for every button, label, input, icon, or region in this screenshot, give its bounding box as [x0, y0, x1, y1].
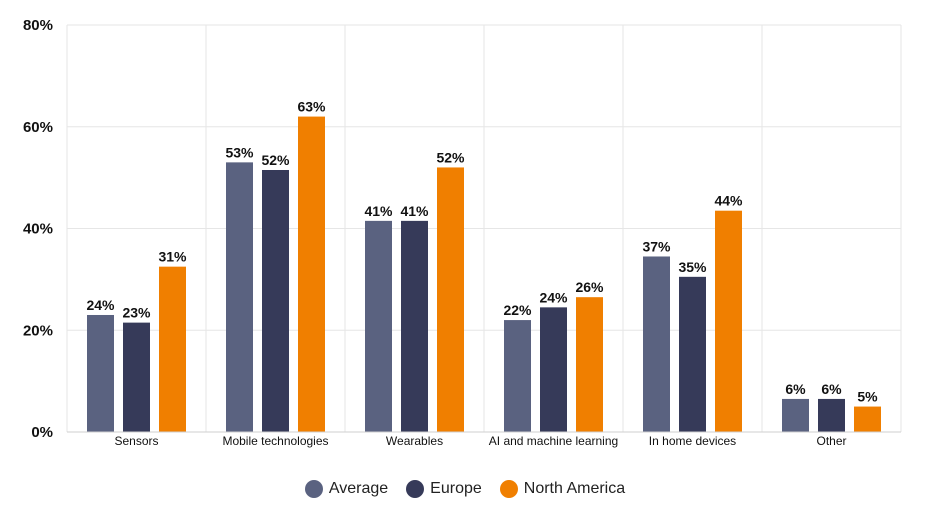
- y-tick-label-20: 20%: [23, 322, 53, 339]
- data-label-other-north-america: 5%: [857, 389, 878, 405]
- grid: [66, 24, 902, 433]
- data-label-wearables-average: 41%: [364, 203, 393, 219]
- bar-in-home-devices-north-america[interactable]: [715, 210, 742, 432]
- data-label-other-average: 6%: [785, 381, 806, 397]
- data-label-wearables-north-america: 52%: [436, 149, 465, 165]
- x-axis: Sensors Mobile technologies Wearables AI an…: [67, 431, 901, 448]
- data-label-sensors-average: 24%: [86, 297, 115, 313]
- bar-in-home-devices-europe[interactable]: [679, 276, 706, 432]
- data-label-mobile-technologies-europe: 52%: [261, 152, 290, 168]
- legend-swatch-north-america: [499, 480, 518, 498]
- x-tick-label-mobile-technologies: Mobile technologies: [222, 434, 328, 448]
- bar-mobile-technologies-europe[interactable]: [262, 169, 289, 432]
- legend-label-europe: Europe: [430, 480, 482, 497]
- data-label-sensors-europe: 23%: [122, 305, 151, 321]
- data-label-in-home-devices-average: 37%: [642, 238, 671, 254]
- bar-in-home-devices-average[interactable]: [643, 256, 670, 432]
- bar-wearables-europe[interactable]: [401, 220, 428, 432]
- bar-mobile-technologies-average[interactable]: [226, 162, 253, 433]
- data-label-mobile-technologies-north-america: 63%: [297, 99, 326, 115]
- x-tick-label-wearables: Wearables: [386, 434, 443, 448]
- bar-other-average[interactable]: [782, 398, 809, 432]
- data-label-other-europe: 6%: [821, 381, 842, 397]
- legend: Average Europe North America: [0, 476, 930, 502]
- data-label-wearables-europe: 41%: [400, 203, 429, 219]
- legend-swatch-average: [304, 480, 323, 498]
- y-tick-label-80: 80%: [23, 17, 53, 34]
- data-label-ai-and-machine-learning-average: 22%: [503, 302, 532, 318]
- data-labels: 24% 23% 31% 53% 52% 63% 41% 41% 52% 22% 24% 26% 37% 3…: [86, 99, 878, 405]
- bar-wearables-north-america[interactable]: [437, 167, 464, 432]
- bar-sensors-north-america[interactable]: [159, 266, 186, 432]
- legend-label-north-america: North America: [523, 480, 626, 497]
- x-tick-label-other: Other: [816, 434, 846, 448]
- bar-ai-and-machine-learning-average[interactable]: [504, 320, 531, 432]
- data-label-in-home-devices-europe: 35%: [678, 259, 707, 275]
- x-tick-label-ai-and-machine-learning: AI and machine learning: [489, 434, 618, 448]
- legend-swatch-europe: [406, 480, 425, 498]
- y-tick-label-0: 0%: [31, 424, 53, 441]
- legend-item-north-america[interactable]: North America: [499, 480, 626, 498]
- y-tick-label-40: 40%: [23, 221, 53, 238]
- legend-item-average[interactable]: Average: [304, 480, 389, 498]
- bar-other-north-america[interactable]: [854, 406, 881, 432]
- bar-sensors-average[interactable]: [87, 314, 114, 432]
- legend-item-europe[interactable]: Europe: [406, 480, 482, 498]
- y-axis: 0% 20% 40% 60% 80%: [23, 17, 53, 441]
- bars: [87, 116, 881, 433]
- data-label-ai-and-machine-learning-north-america: 26%: [575, 279, 604, 295]
- y-tick-label-60: 60%: [23, 119, 53, 136]
- data-label-mobile-technologies-average: 53%: [225, 144, 254, 160]
- data-label-in-home-devices-north-america: 44%: [714, 193, 743, 209]
- x-tick-label-in-home-devices: In home devices: [649, 434, 736, 448]
- bar-wearables-average[interactable]: [365, 220, 392, 432]
- legend-label-average: Average: [328, 480, 389, 497]
- data-label-sensors-north-america: 31%: [158, 249, 187, 265]
- bar-sensors-europe[interactable]: [123, 322, 150, 432]
- data-label-ai-and-machine-learning-europe: 24%: [539, 289, 568, 305]
- bar-ai-and-machine-learning-europe[interactable]: [540, 307, 567, 432]
- bar-ai-and-machine-learning-north-america[interactable]: [576, 297, 603, 432]
- x-tick-label-sensors: Sensors: [114, 434, 158, 448]
- bar-other-europe[interactable]: [818, 398, 845, 432]
- bar-mobile-technologies-north-america[interactable]: [298, 116, 325, 432]
